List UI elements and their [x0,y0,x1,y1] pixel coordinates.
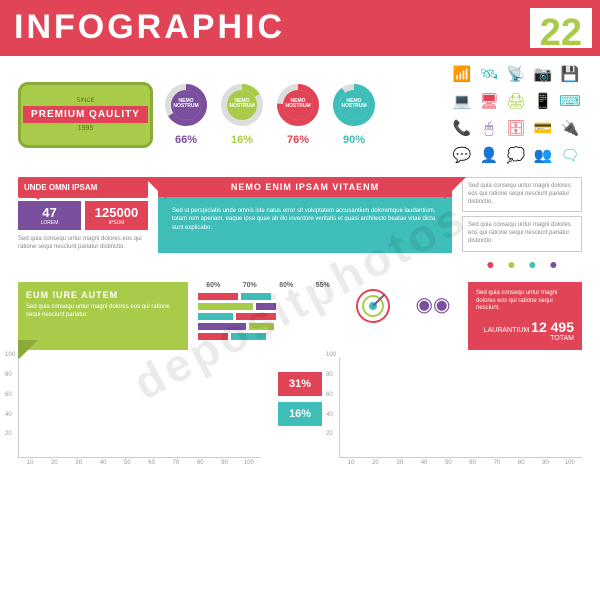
tech-icon: 🖥 [477,89,501,113]
tech-icon: ⌨ [558,89,582,113]
tech-icon: 👥 [531,143,555,167]
donut-charts: NEMONOSTRUM66%NEMONOSTRUM16%NEMONOSTRUM7… [161,83,379,146]
speech-bubble-section: UNDE OMNI IPSAM 47LOREM 125000IPSUM Sed … [18,177,148,274]
tech-icon: 💬 [450,143,474,167]
tech-icon: 🛰 [477,62,501,86]
tech-icon: 💳 [531,116,555,140]
center-banner: NEMO ENIM IPSAM VITAENM Sed ut perspicia… [158,177,452,274]
header-number: 22 [530,0,600,56]
people-pair-icon: ◉◉ [408,282,458,350]
target-icon [348,282,398,350]
percent-tags: 31%16% [275,358,325,466]
right-red-panel: Sed quia consequ untur magni dolores eos… [468,282,582,350]
right-column: Sed quia consequ untur magni dolores eos… [462,177,582,274]
bar-chart-1: 10080604020 102030405060708090100 [18,358,261,466]
svg-text:NOSTRUM: NOSTRUM [229,103,254,109]
tech-icon: 👤 [477,143,501,167]
svg-text:NOSTRUM: NOSTRUM [341,103,366,109]
stat-box-1: 47LOREM [18,201,81,230]
header-title: INFOGRAPHIC [0,0,530,56]
mini-bar-chart: 60%70%80%55% [198,282,338,350]
tech-icon: 📱 [531,89,555,113]
tech-icon: 📷 [531,62,555,86]
tech-icons-grid: 📶🛰📡📷💾 💻🖥🖨📱⌨ 📞🖱🗄💳🔌 💬👤💭👥🗨 [450,62,582,167]
stat-box-2: 125000IPSUM [85,201,148,230]
tech-icon: 📞 [450,116,474,140]
svg-text:NOSTRUM: NOSTRUM [285,103,310,109]
premium-badge: SINCE PREMIUM QAULITY 1995 [18,82,153,148]
left-green-panel: EUM IURE AUTEM Sed quia consequ untur ma… [18,282,188,350]
tech-icon: 📡 [504,62,528,86]
bar-chart-2: 10080604020 102030405060708090100 [339,358,582,466]
tech-icon: 💻 [450,89,474,113]
header: INFOGRAPHIC 22 [0,0,600,56]
tech-icon: 🖱 [477,116,501,140]
tech-icon: 📶 [450,62,474,86]
tech-icon: 💭 [504,143,528,167]
tech-icon: 🔌 [558,116,582,140]
tech-icon: 🗨 [558,143,582,167]
tech-icon: 🗄 [504,116,528,140]
tech-icon: 🖨 [504,89,528,113]
people-icons: ●●●● [462,256,582,274]
tech-icon: 💾 [558,62,582,86]
svg-text:NOSTRUM: NOSTRUM [173,103,198,109]
